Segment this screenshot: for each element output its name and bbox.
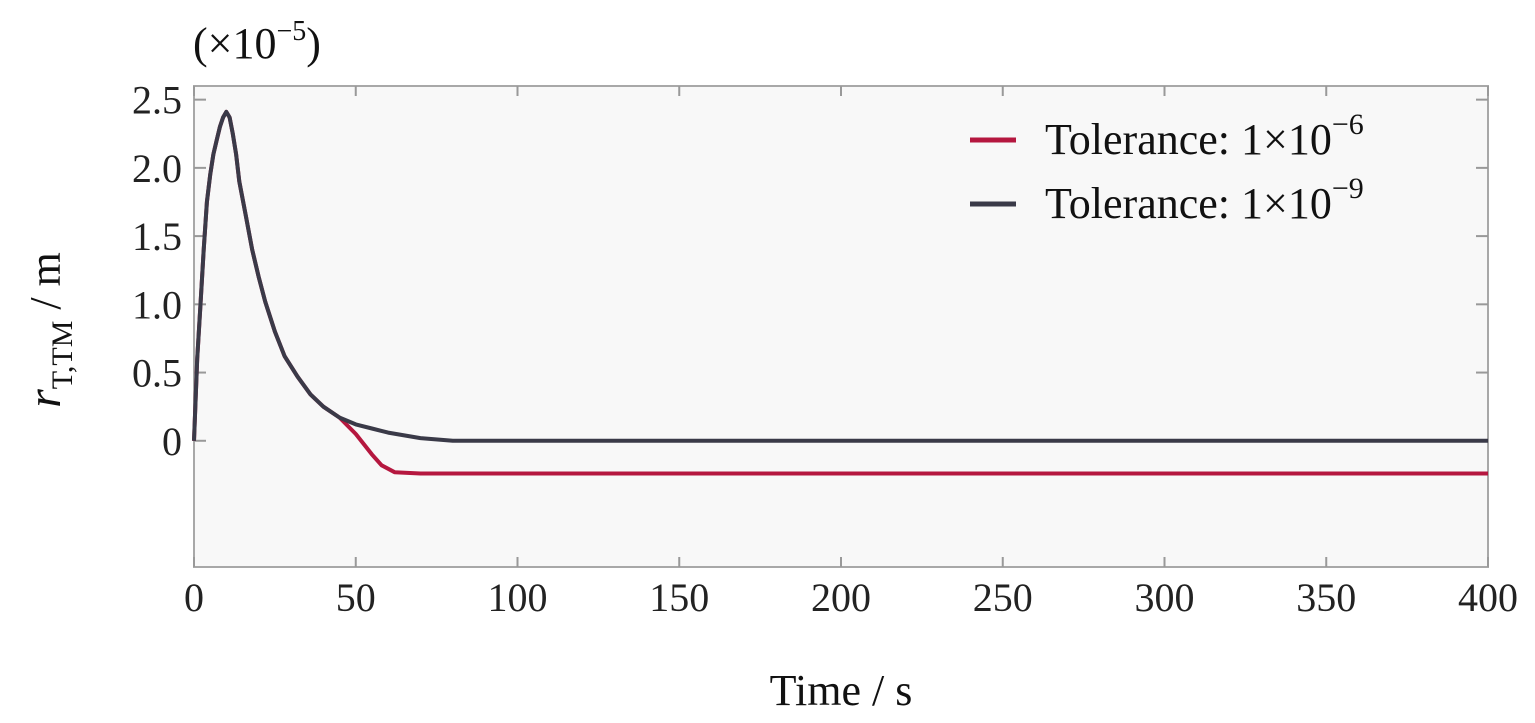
x-tick-label: 300 <box>1135 575 1195 620</box>
x-tick-label: 200 <box>811 575 871 620</box>
y-tick-label: 1.5 <box>132 214 182 259</box>
y-multiplier: (×10−5) <box>193 16 321 68</box>
x-tick-label: 350 <box>1296 575 1356 620</box>
y-tick-label: 0 <box>162 419 182 464</box>
legend-label-1: Tolerance: 1×10−9 <box>1045 172 1364 228</box>
y-axis-title: rT,TM / m <box>18 252 79 408</box>
y-tick-label: 2.0 <box>132 146 182 191</box>
x-tick-label: 100 <box>488 575 548 620</box>
legend-label-0: Tolerance: 1×10−6 <box>1045 108 1364 164</box>
series-line-1 <box>192 109 1488 443</box>
y-tick-label: 0.5 <box>132 351 182 396</box>
x-tick-label: 250 <box>973 575 1033 620</box>
plot-area <box>193 85 1489 568</box>
y-tick-label: 2.5 <box>132 78 182 123</box>
x-tick-label: 150 <box>649 575 709 620</box>
x-tick-label: 0 <box>184 575 204 620</box>
x-tick-label: 400 <box>1458 575 1518 620</box>
x-axis-title: Time / s <box>770 666 913 715</box>
y-tick-label: 1.0 <box>132 282 182 327</box>
x-tick-label: 50 <box>336 575 376 620</box>
